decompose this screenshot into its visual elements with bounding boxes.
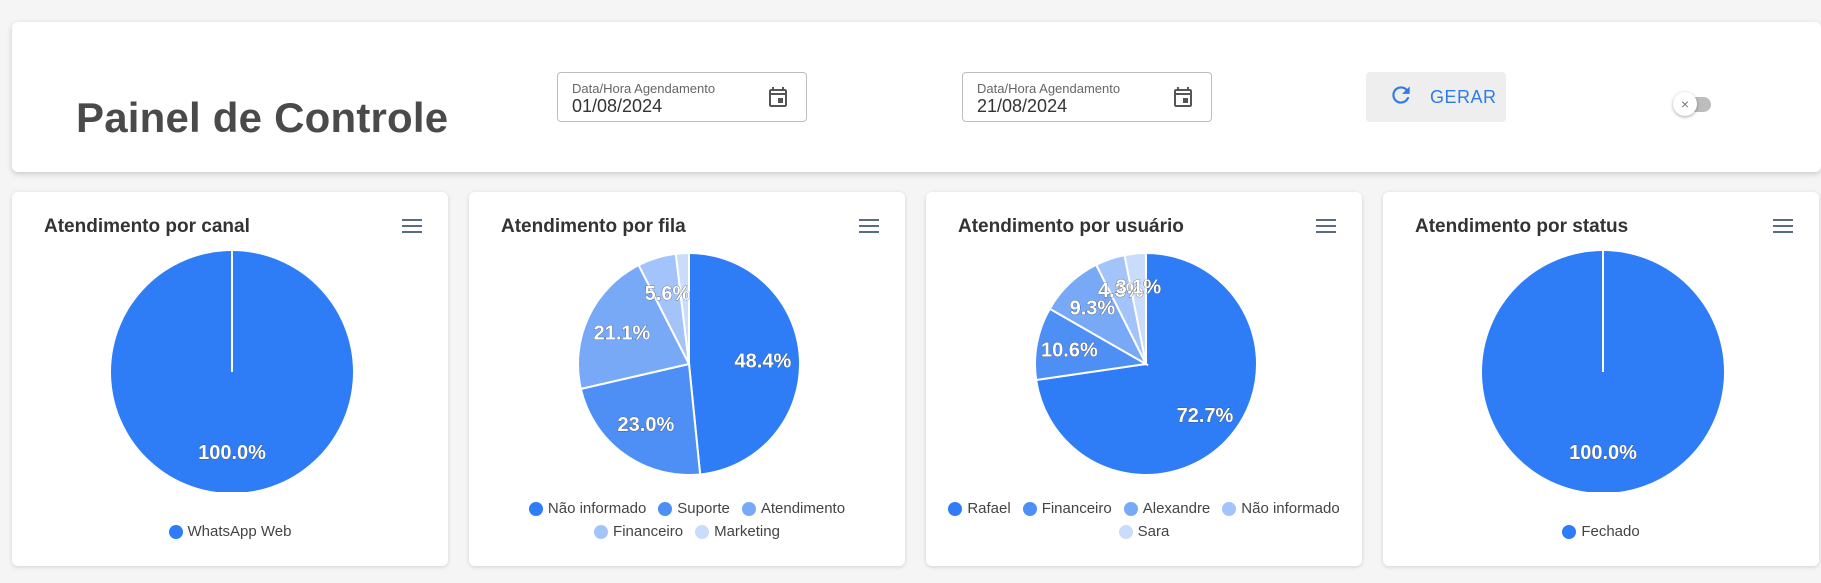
chart-title: Atendimento por status (1415, 216, 1629, 237)
pie-chart: 48.4% 23.0% 21.1% 5.6% (577, 251, 801, 476)
legend-marker (1562, 524, 1577, 539)
chart-legend: Não informado Suporte Atendimento Financeir… (479, 500, 895, 540)
chart-title: Atendimento por canal (44, 216, 250, 237)
legend-item[interactable]: Sara (1118, 523, 1170, 540)
start-date-value[interactable]: 01/08/2024 (572, 96, 663, 116)
menu-icon[interactable] (1771, 216, 1795, 238)
pie-slice-label: 48.4% (735, 350, 792, 372)
refresh-icon (1388, 82, 1414, 113)
legend-item[interactable]: Alexandre (1123, 500, 1211, 517)
chart-legend: Rafael Financeiro Alexandre Não informado Sa… (936, 500, 1352, 540)
pie-slice[interactable] (674, 251, 690, 365)
calendar-icon[interactable] (764, 83, 792, 111)
generate-label: GERAR (1430, 86, 1497, 107)
pie-chart: 100.0% (1482, 251, 1724, 492)
legend-item[interactable]: Não informado (1222, 500, 1340, 517)
pie-slice-label: 72.7% (1177, 405, 1234, 427)
legend-item[interactable]: Suporte (658, 500, 730, 517)
header-panel: Painel de Controle Data/Hora Agendamento… (12, 22, 1821, 172)
chart-legend: Fechado (1393, 523, 1809, 540)
legend-label: Atendimento (760, 500, 846, 517)
legend-label: Rafael (967, 500, 1011, 517)
legend-marker (1118, 524, 1133, 539)
end-date-value[interactable]: 21/08/2024 (977, 96, 1068, 116)
legend-marker (168, 524, 183, 539)
pie-slice-label: 9.3% (1070, 297, 1116, 319)
legend-label: WhatsApp Web (187, 523, 292, 540)
pie-slice-label: 21.1% (594, 323, 651, 345)
pie-slice-label: 23.0% (618, 414, 675, 436)
legend-item[interactable]: Marketing (695, 523, 780, 540)
legend-item[interactable]: Rafael (948, 500, 1011, 517)
legend-label: Fechado (1581, 523, 1640, 540)
close-icon: × (1673, 92, 1697, 116)
page-title: Painel de Controle (76, 94, 449, 141)
pie-slice[interactable] (688, 251, 801, 476)
legend-marker (948, 501, 963, 516)
end-date-label: Data/Hora Agendamento (977, 81, 1121, 96)
legend-label: Não informado (547, 500, 647, 517)
chart-title: Atendimento por fila (501, 216, 686, 237)
chart-card-status: Atendimento por status 100.0% Fechado (1383, 192, 1819, 566)
legend-item[interactable]: Não informado (528, 500, 647, 517)
pie-slice-label: 100.0% (198, 442, 266, 464)
legend-label: Suporte (677, 500, 730, 517)
legend-item[interactable]: WhatsApp Web (168, 523, 292, 540)
legend-label: Marketing (714, 523, 780, 540)
chart-legend: WhatsApp Web (22, 523, 438, 540)
start-date-field[interactable]: Data/Hora Agendamento 01/08/2024 (557, 72, 807, 122)
legend-label: Financeiro (613, 523, 684, 540)
legend-item[interactable]: Fechado (1562, 523, 1640, 540)
chart-title: Atendimento por usuário (958, 216, 1184, 237)
generate-button[interactable]: GERAR (1366, 72, 1506, 122)
pie-chart: 100.0% (111, 251, 353, 492)
legend-label: Sara (1137, 523, 1170, 540)
legend-item[interactable]: Financeiro (594, 523, 683, 540)
pie-slice[interactable] (577, 263, 691, 391)
legend-marker (594, 524, 609, 539)
legend-label: Financeiro (1041, 500, 1112, 517)
pie-slice-label: 100.0% (1569, 442, 1637, 464)
toggle-switch[interactable]: × (1673, 92, 1715, 116)
legend-item[interactable]: Atendimento (741, 500, 846, 517)
legend-marker (528, 501, 543, 516)
pie-slice-label: 4.3% (1098, 280, 1144, 302)
legend-item[interactable]: Financeiro (1022, 500, 1112, 517)
menu-icon[interactable] (400, 216, 424, 238)
legend-marker (695, 524, 710, 539)
pie-slice[interactable] (1123, 251, 1147, 365)
chart-card-fila: Atendimento por fila 48.4% 23.0% 21.1% 5.6%… (469, 192, 905, 566)
legend-marker (1123, 501, 1138, 516)
menu-icon[interactable] (1314, 216, 1338, 238)
start-date-label: Data/Hora Agendamento (572, 81, 716, 96)
legend-marker (741, 501, 756, 516)
chart-card-usuario: Atendimento por usuário 72.7% 10.6% 9.3% 4.… (926, 192, 1362, 566)
pie-slice[interactable] (1034, 307, 1150, 382)
legend-label: Não informado (1241, 500, 1340, 517)
legend-label: Alexandre (1142, 500, 1211, 517)
pie-slice-label: 10.6% (1041, 339, 1098, 361)
calendar-icon[interactable] (1169, 83, 1197, 111)
pie-slice[interactable] (579, 362, 702, 476)
pie-chart: 72.7% 10.6% 9.3%4.3%3.1% (1034, 251, 1258, 476)
pie-slice-label: 3.1% (1116, 276, 1162, 298)
legend-marker (1222, 501, 1237, 516)
end-date-field[interactable]: Data/Hora Agendamento 21/08/2024 (962, 72, 1212, 122)
chart-card-canal: Atendimento por canal 100.0% WhatsApp We… (12, 192, 448, 566)
legend-marker (1022, 501, 1037, 516)
pie-slice-label: 5.6% (645, 283, 691, 305)
menu-icon[interactable] (857, 216, 881, 238)
legend-marker (658, 501, 673, 516)
